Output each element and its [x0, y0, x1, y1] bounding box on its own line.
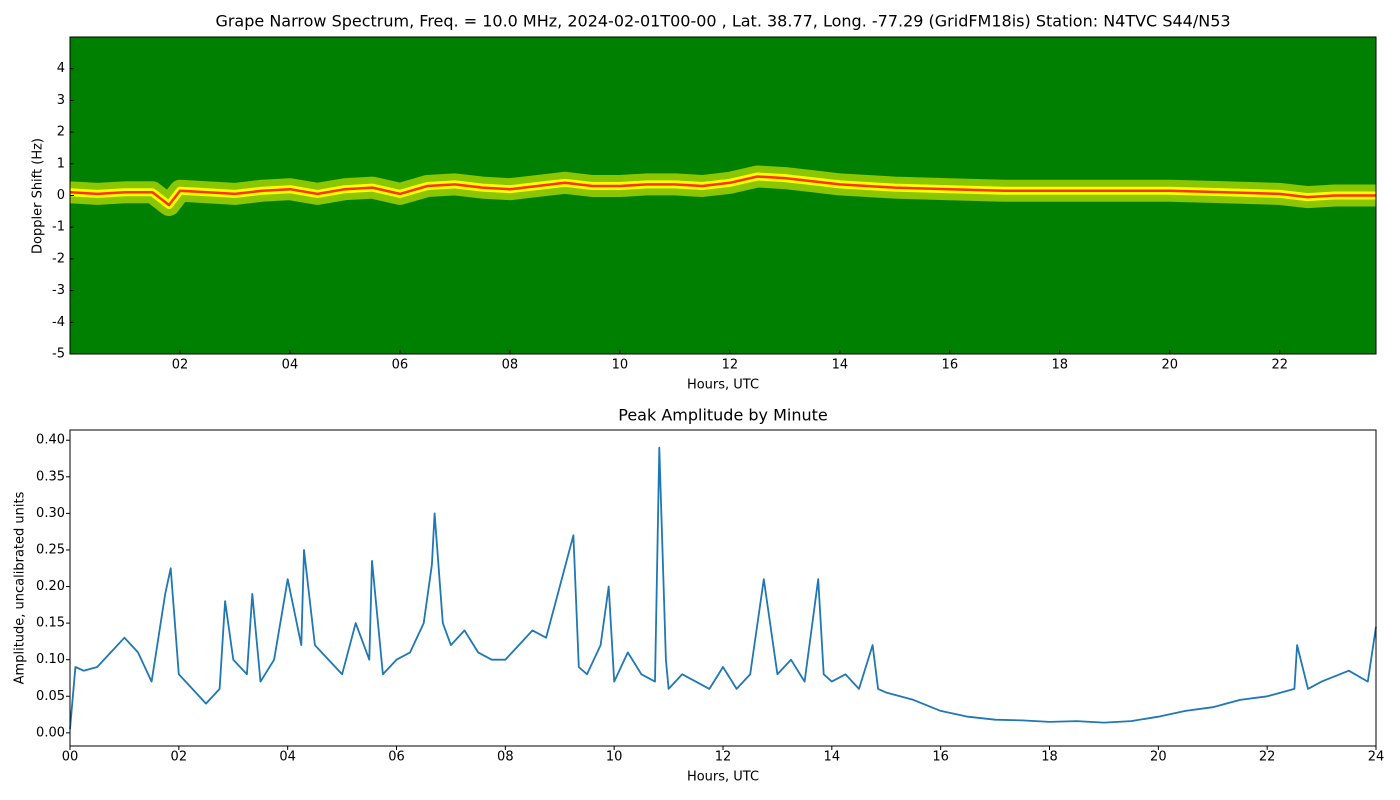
amplitude-line [69, 446, 1377, 730]
x-tick-label: 22 [1259, 750, 1276, 765]
x-tick-label: 24 [1368, 750, 1385, 765]
x-axis-label: Hours, UTC [687, 770, 759, 785]
x-tick-label: 14 [832, 358, 849, 373]
y-tick-label: 1 [57, 156, 65, 171]
y-tick-label: 0.00 [36, 725, 65, 740]
y-tick-label: 0.10 [36, 652, 65, 667]
x-tick-label: 12 [715, 750, 732, 765]
x-tick-label: 02 [172, 358, 189, 373]
plot-frame [69, 429, 1377, 747]
y-tick-label: 0.25 [36, 542, 65, 557]
x-tick-label: 18 [1052, 358, 1069, 373]
x-tick-label: 08 [502, 358, 519, 373]
y-tick-label: 0.35 [36, 469, 65, 484]
x-tick-label: 22 [1271, 358, 1288, 373]
x-tick-label: 16 [932, 750, 949, 765]
x-tick-label: 06 [388, 750, 405, 765]
x-tick-label: 20 [1150, 750, 1167, 765]
doppler-trace [69, 175, 1376, 207]
y-tick-label: -5 [52, 347, 65, 362]
y-tick-label: -2 [52, 251, 65, 266]
x-tick-label: 18 [1041, 750, 1058, 765]
x-tick-label: 02 [171, 750, 188, 765]
y-tick-label: 0.20 [36, 579, 65, 594]
x-tick-label: 10 [612, 358, 629, 373]
y-tick-label: -3 [52, 283, 65, 298]
x-tick-label: 04 [282, 358, 299, 373]
x-tick-label: 16 [942, 358, 959, 373]
y-tick-label: 0 [57, 188, 65, 203]
x-axis-label: Hours, UTC [687, 378, 759, 393]
x-tick-label: 08 [497, 750, 514, 765]
x-tick-label: 14 [824, 750, 841, 765]
x-tick-label: 10 [606, 750, 623, 765]
y-axis-label: Doppler Shift (Hz) [31, 138, 46, 254]
x-tick-label: 06 [392, 358, 409, 373]
y-tick-label: 0.05 [36, 689, 65, 704]
chart-title: Peak Amplitude by Minute [618, 406, 828, 425]
x-tick-label: 04 [279, 750, 296, 765]
x-tick-label: 20 [1162, 358, 1179, 373]
y-tick-label: 4 [57, 61, 65, 76]
y-tick-label: 3 [57, 93, 65, 108]
chart-title: Grape Narrow Spectrum, Freq. = 10.0 MHz,… [215, 12, 1230, 31]
y-tick-label: 0.30 [36, 506, 65, 521]
y-axis-label: Amplitude, uncalibrated units [13, 491, 28, 684]
y-tick-label: 0.15 [36, 616, 65, 631]
y-tick-label: 2 [57, 125, 65, 140]
x-tick-label: 00 [62, 750, 79, 765]
y-tick-label: -1 [52, 220, 65, 235]
x-tick-label: 12 [722, 358, 739, 373]
y-tick-label: -4 [52, 315, 65, 330]
y-tick-label: 0.40 [36, 433, 65, 448]
